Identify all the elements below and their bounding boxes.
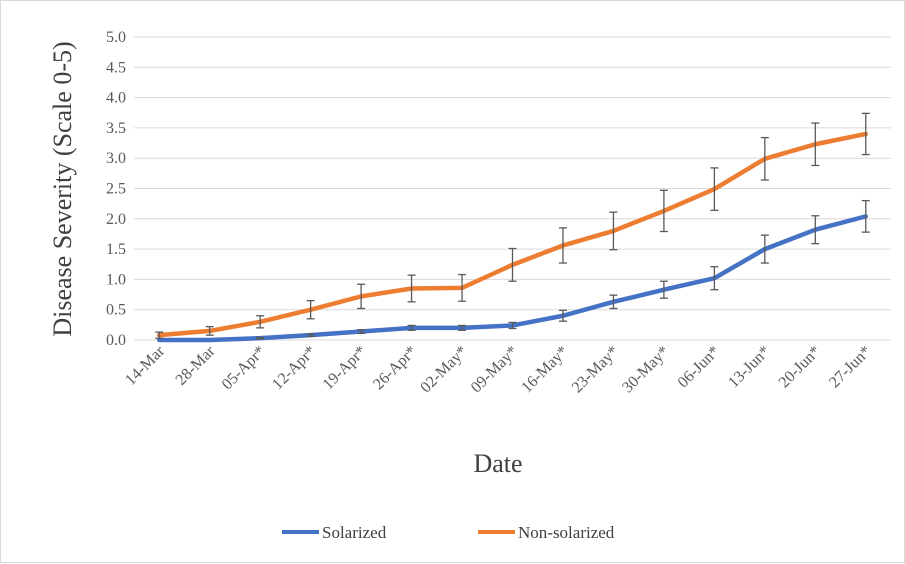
x-tick-label: 14-Mar bbox=[122, 342, 168, 388]
error-bar-non-solarized bbox=[558, 227, 567, 264]
error-bar-non-solarized bbox=[155, 331, 164, 339]
series-line-non-solarized bbox=[156, 131, 869, 338]
error-bar-non-solarized bbox=[609, 211, 618, 251]
x-tick-label: 30-May* bbox=[619, 343, 672, 396]
error-bar-solarized bbox=[558, 309, 567, 322]
y-tick-label: 2.0 bbox=[106, 211, 126, 228]
y-tick-label: 5.0 bbox=[106, 29, 126, 46]
error-bar-non-solarized bbox=[306, 299, 315, 320]
x-tick-label: 02-May* bbox=[417, 343, 470, 396]
error-bar-non-solarized bbox=[861, 112, 870, 156]
x-tick-label: 09-May* bbox=[468, 343, 521, 396]
error-bar-non-solarized bbox=[407, 274, 416, 303]
x-tick-label: 19-Apr* bbox=[320, 343, 370, 393]
x-tick-label: 26-Apr* bbox=[370, 343, 420, 393]
y-tick-label: 3.0 bbox=[106, 150, 126, 167]
x-tick-label: 05-Apr* bbox=[219, 343, 269, 393]
x-tick-label: 20-Jun* bbox=[776, 343, 824, 391]
x-tick-label: 06-Jun* bbox=[675, 343, 723, 391]
y-tick-label: 3.5 bbox=[106, 120, 126, 137]
error-bar-solarized bbox=[760, 234, 769, 264]
x-tick-label: 12-Apr* bbox=[269, 343, 319, 393]
error-bar-non-solarized bbox=[256, 315, 265, 329]
error-bar-non-solarized bbox=[508, 247, 517, 282]
error-bar-non-solarized bbox=[357, 283, 366, 310]
error-bar-non-solarized bbox=[458, 273, 467, 302]
y-tick-label: 0.5 bbox=[106, 302, 126, 319]
error-bar-solarized bbox=[609, 294, 618, 310]
x-tick-label: 16-May* bbox=[518, 343, 571, 396]
y-tick-label: 4.5 bbox=[106, 59, 126, 76]
error-bar-solarized bbox=[508, 321, 517, 330]
y-tick-label: 1.5 bbox=[106, 241, 126, 258]
error-bar-non-solarized bbox=[205, 326, 214, 336]
x-axis-ticks: 14-Mar 28-Mar 05-Apr* 12-Apr* 19-Apr* 26-Apr*… bbox=[122, 342, 874, 396]
error-bar-solarized bbox=[407, 324, 416, 331]
error-bar-non-solarized bbox=[811, 122, 820, 167]
error-bar-non-solarized bbox=[659, 189, 668, 233]
error-bar-solarized bbox=[306, 333, 315, 338]
error-bar-non-solarized bbox=[710, 167, 719, 211]
x-tick-label: 27-Jun* bbox=[826, 343, 874, 391]
x-axis-title: Date bbox=[473, 449, 522, 478]
y-tick-label: 1.0 bbox=[106, 271, 126, 288]
y-tick-label: 2.5 bbox=[106, 181, 126, 198]
x-tick-label: 28-Mar bbox=[173, 342, 219, 388]
error-bar-solarized bbox=[811, 215, 820, 245]
error-bar-solarized bbox=[659, 280, 668, 299]
legend: Solarized Non-solarized bbox=[282, 523, 615, 542]
gridlines bbox=[134, 36, 891, 341]
series-group bbox=[156, 131, 869, 343]
y-tick-label: 0.0 bbox=[106, 332, 126, 349]
legend-label-non-solarized: Non-solarized bbox=[518, 523, 615, 542]
x-tick-label: 13-Jun* bbox=[725, 343, 773, 391]
legend-label-solarized: Solarized bbox=[322, 523, 387, 542]
error-bar-solarized bbox=[710, 266, 719, 291]
error-bar-solarized bbox=[357, 329, 366, 334]
x-tick-label: 23-May* bbox=[569, 343, 622, 396]
error-bars bbox=[155, 112, 870, 340]
y-axis-title: Disease Severity (Scale 0-5) bbox=[48, 41, 77, 336]
y-axis-ticks: 0.0 0.5 1.0 1.5 2.0 2.5 3.0 3.5 4.0 4.5 5.0 bbox=[106, 29, 126, 349]
error-bar-solarized bbox=[256, 336, 265, 340]
y-tick-label: 4.0 bbox=[106, 90, 126, 107]
error-bar-solarized bbox=[861, 199, 870, 233]
error-bar-non-solarized bbox=[760, 136, 769, 181]
error-bar-solarized bbox=[458, 324, 467, 331]
